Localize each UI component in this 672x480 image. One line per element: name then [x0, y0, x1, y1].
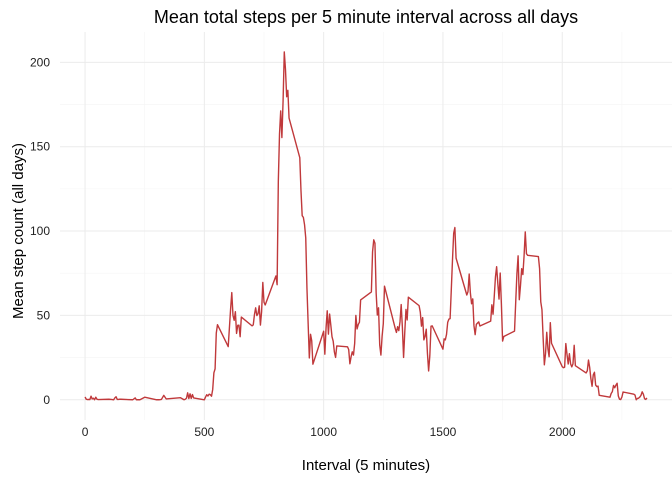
x-axis-label: Interval (5 minutes) — [302, 457, 430, 474]
x-tick-labels: 0 500 1000 1500 2000 — [82, 425, 576, 439]
y-axis-label: Mean step count (all days) — [10, 143, 27, 319]
y-tick-label: 0 — [43, 393, 50, 407]
x-tick-label: 500 — [194, 425, 214, 439]
grid-major — [60, 32, 672, 420]
x-tick-label: 1000 — [310, 425, 337, 439]
x-tick-label: 2000 — [549, 425, 576, 439]
series-group — [84, 51, 648, 401]
y-tick-label: 200 — [30, 55, 50, 69]
chart-title: Mean total steps per 5 minute interval a… — [154, 7, 578, 27]
x-tick-label: 0 — [82, 425, 89, 439]
y-tick-label: 150 — [30, 140, 50, 154]
y-tick-labels: 0 50 100 150 200 — [30, 55, 50, 406]
grid-minor — [60, 32, 672, 420]
y-tick-label: 50 — [37, 308, 51, 322]
series-line — [84, 51, 648, 401]
y-tick-label: 100 — [30, 224, 50, 238]
x-tick-label: 1500 — [430, 425, 457, 439]
